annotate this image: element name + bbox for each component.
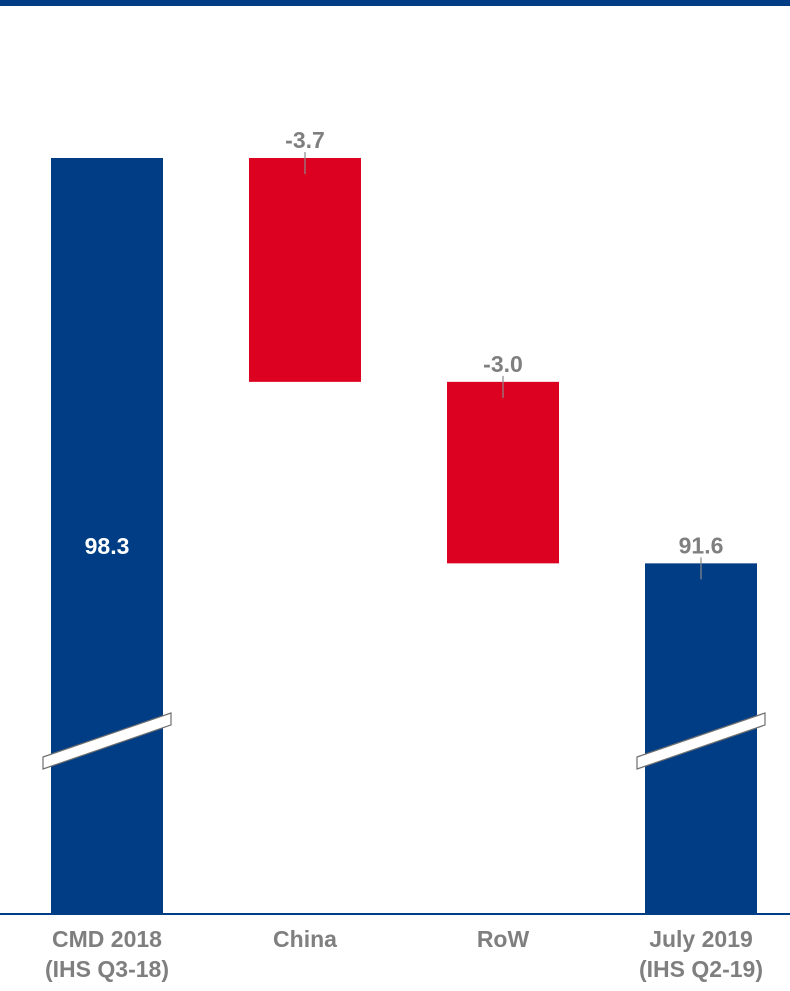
category-label-0: CMD 2018 (IHS Q3-18) (45, 926, 169, 982)
bar-0 (51, 158, 163, 914)
labels-layer: 98.3 -3.7 -3.0 91.6 (85, 127, 724, 580)
value-label-1: -3.7 (285, 127, 325, 153)
axis-break-3 (636, 712, 766, 770)
value-label-2: -3.0 (483, 351, 523, 377)
axis-break-0 (42, 712, 172, 770)
value-label-3: 91.6 (679, 532, 724, 558)
category-label-3: July 2019 (IHS Q2-19) (639, 926, 763, 982)
bar-1 (249, 158, 361, 382)
bar-2 (447, 381, 559, 564)
value-label-0: 98.3 (85, 533, 130, 559)
top-rule (0, 0, 790, 6)
bars-layer (42, 158, 766, 914)
category-label-2: RoW (477, 926, 530, 952)
category-labels: CMD 2018 (IHS Q3-18) China RoW July 2019 (IHS… (45, 926, 763, 982)
category-label-1: China (273, 926, 337, 952)
